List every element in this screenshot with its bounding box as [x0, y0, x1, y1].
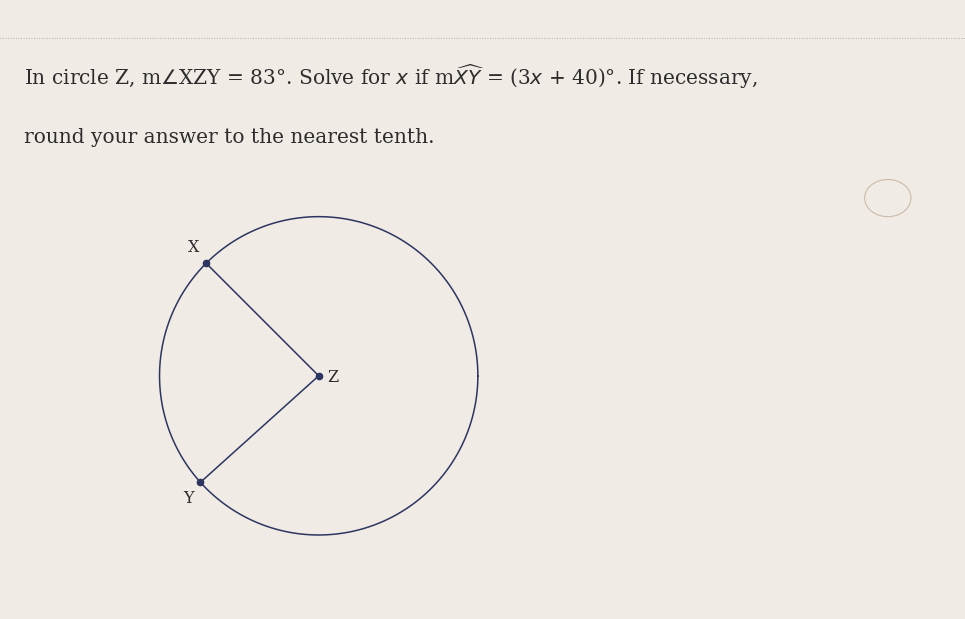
Text: In circle Z, m$\angle$XZY = 83°. Solve for $x$ if m$\widehat{XY}$ = (3$x$ + 40)°: In circle Z, m$\angle$XZY = 83°. Solve f…	[23, 63, 758, 92]
Text: round your answer to the nearest tenth.: round your answer to the nearest tenth.	[23, 128, 434, 147]
Text: Z: Z	[327, 368, 339, 386]
Text: X: X	[188, 239, 200, 256]
Text: Y: Y	[183, 490, 194, 507]
